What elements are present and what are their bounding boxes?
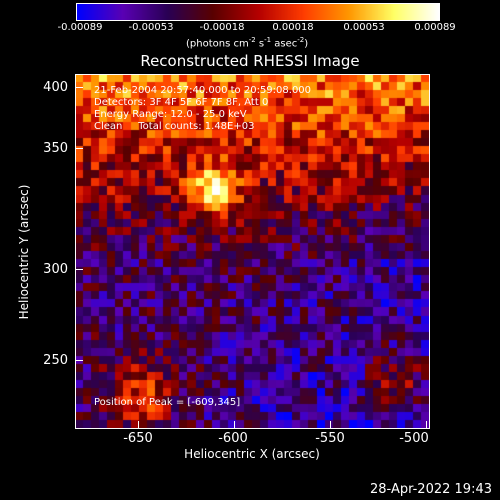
- x-tick-mark: [330, 421, 331, 429]
- x-tick-mark: [426, 421, 427, 429]
- plot-timestamp: 28-Apr-2022 19:43: [370, 482, 492, 497]
- y-tick-label: 400: [43, 80, 68, 95]
- rhessi-image: [75, 74, 430, 429]
- x-tick-label: -500: [399, 431, 429, 446]
- colorbar-tick-label: -0.00089: [57, 22, 103, 33]
- y-tick-label: 350: [43, 141, 68, 156]
- x-tick-mark: [138, 421, 139, 429]
- info-energy-range: Energy Range: 12.0 - 25.0 keV: [94, 109, 247, 120]
- colorbar: [76, 3, 440, 21]
- y-tick-mark: [75, 269, 83, 270]
- info-total-counts: Clean Total counts: 1.48E+03: [94, 121, 255, 132]
- colorbar-tick-label: 0.00053: [343, 22, 385, 33]
- x-tick-label: -650: [123, 431, 153, 446]
- info-time-range: 21-Feb-2004 20:57:40.000 to 20:59:08.000: [94, 85, 312, 96]
- y-tick-mark: [75, 87, 83, 88]
- y-tick-mark: [75, 360, 83, 361]
- x-tick-mark: [234, 421, 235, 429]
- y-tick-label: 250: [43, 353, 68, 368]
- y-tick-mark: [75, 148, 83, 149]
- x-tick-label: -600: [218, 431, 248, 446]
- colorbar-tick-label: -0.00053: [128, 22, 174, 33]
- colorbar-tick-label: 0.00018: [272, 22, 314, 33]
- colorbar-tick-label: -0.00018: [199, 22, 245, 33]
- x-tick-label: -550: [315, 431, 345, 446]
- colorbar-units: (photons cm-2 s-1 asec-2): [186, 36, 309, 50]
- info-peak-position: Position of Peak = [-609,345]: [94, 397, 241, 408]
- colorbar-tick-label: 0.00089: [414, 22, 456, 33]
- y-axis-label: Heliocentric Y (arcsec): [17, 184, 31, 320]
- y-tick-label: 300: [43, 262, 68, 277]
- image-title: Reconstructed RHESSI Image: [140, 52, 360, 70]
- info-detectors: Detectors: 3F 4F 5F 6F 7F 8F, Att 0: [94, 97, 269, 108]
- x-axis-label: Heliocentric X (arcsec): [184, 447, 320, 461]
